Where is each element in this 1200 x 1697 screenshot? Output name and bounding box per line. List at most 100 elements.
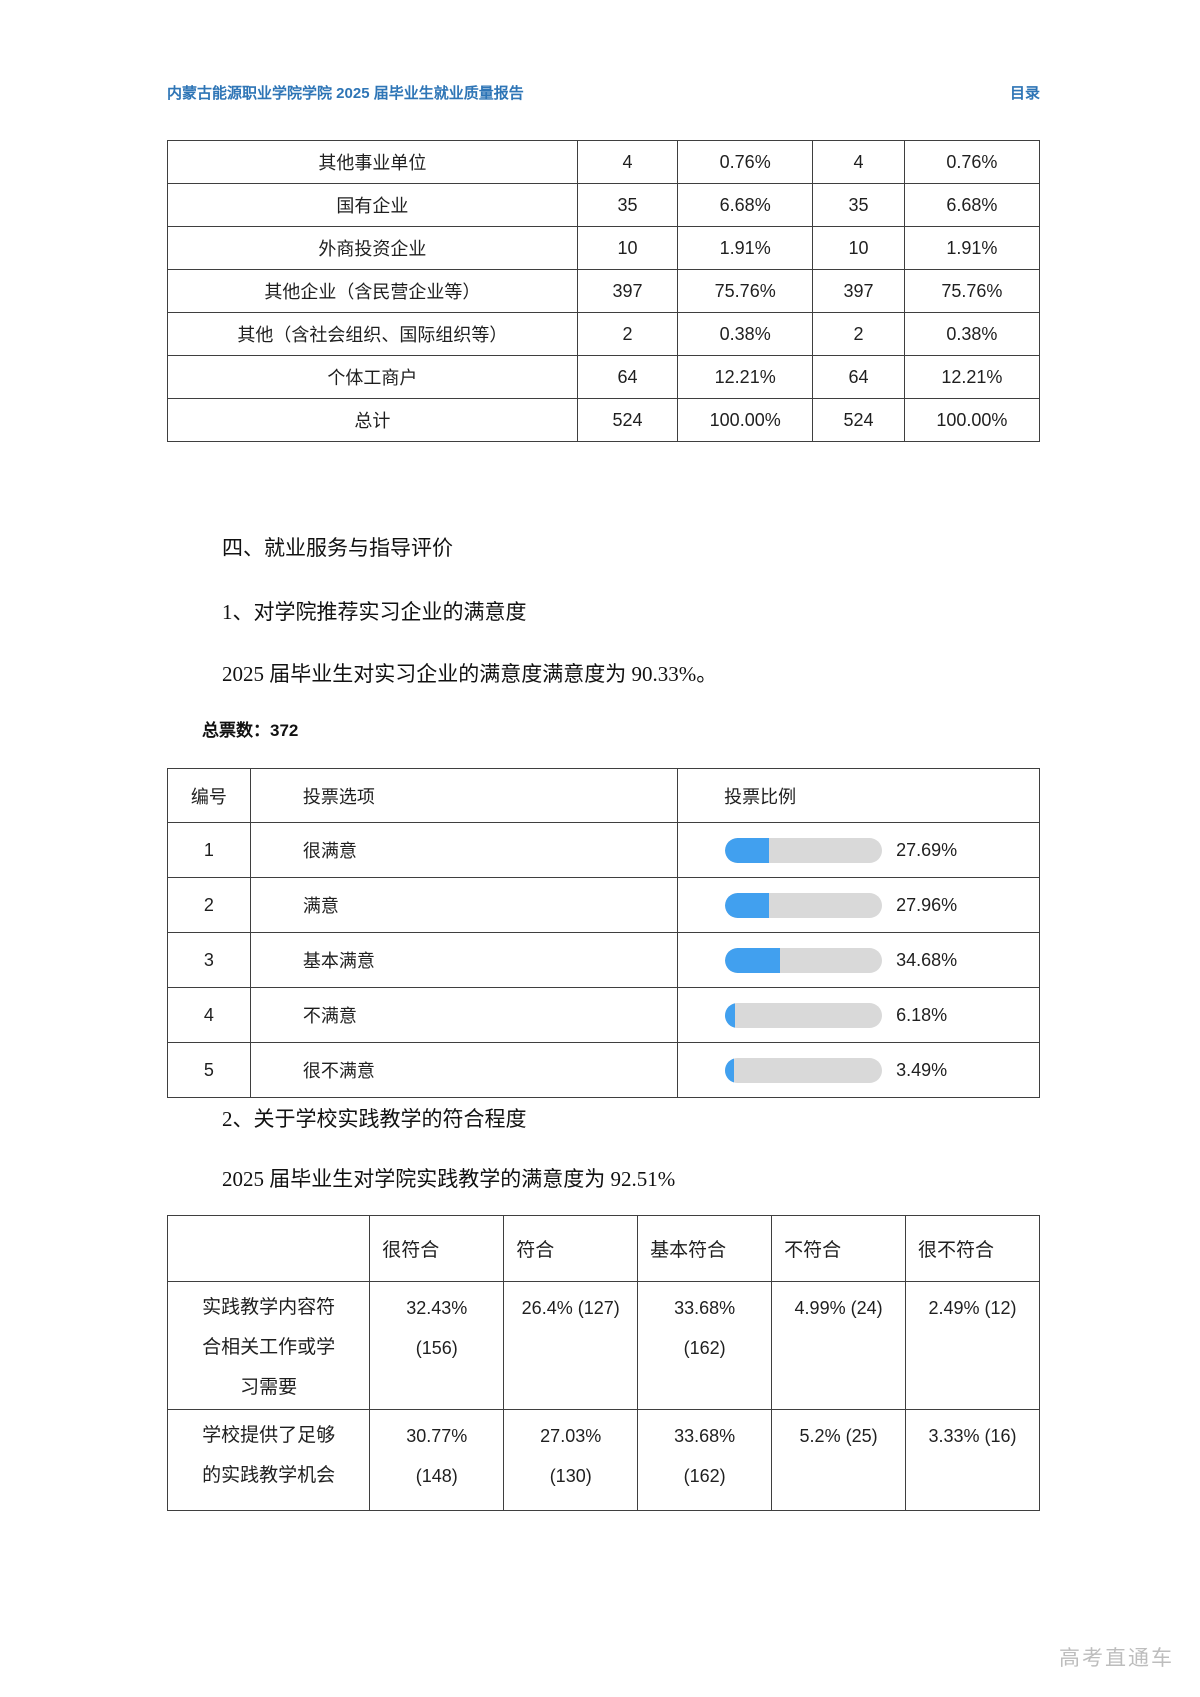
practice-cell: 33.68% (162)	[637, 1281, 773, 1410]
count-cell: 35	[576, 183, 679, 227]
cell-line: (156)	[415, 1338, 458, 1358]
cell-line: 33.68%	[674, 1426, 736, 1446]
col-header-empty	[166, 1215, 371, 1282]
subsection-2-heading: 2、关于学校实践教学的符合程度	[222, 1107, 527, 1131]
table-row: 其他（含社会组织、国际组织等） 2 0.38% 2 0.38%	[167, 312, 1041, 356]
percent-cell: 6.68%	[903, 183, 1041, 227]
cell-line: 4.99% (24)	[794, 1298, 883, 1318]
toc-link[interactable]: 目录	[1009, 85, 1040, 102]
count-cell: 4	[812, 140, 905, 184]
percent-cell: 0.76%	[903, 140, 1041, 184]
total-votes-label: 总票数：372	[202, 721, 299, 740]
cell-line: 33.68%	[674, 1298, 736, 1318]
progress-bar-track	[725, 947, 883, 973]
percent-cell: 6.68%	[677, 183, 814, 227]
col-header: 基本符合	[637, 1215, 773, 1282]
table-row-total: 总计 524 100.00% 524 100.00%	[167, 398, 1041, 442]
practice-cell: 2.49% (12)	[905, 1281, 1040, 1410]
count-cell: 2	[812, 312, 905, 356]
label-line: 实践教学内容符	[202, 1297, 336, 1318]
practice-cell: 3.33% (16)	[905, 1409, 1040, 1511]
progress-bar-fill	[725, 892, 769, 918]
cell-line: 3.33% (16)	[928, 1426, 1017, 1446]
percent-cell: 1.91%	[677, 226, 814, 270]
cell-line: 27.03%	[540, 1426, 602, 1446]
vote-percentage: 34.68%	[896, 949, 958, 970]
vote-row: 3 基本满意 34.68%	[167, 932, 1040, 988]
vote-percentage: 27.96%	[896, 894, 958, 915]
count-cell: 397	[812, 269, 905, 313]
cell-line: (162)	[683, 1338, 726, 1358]
label-line: 习需要	[240, 1377, 298, 1398]
row-label: 其他事业单位	[167, 140, 578, 184]
table-row: 其他事业单位 4 0.76% 4 0.76%	[167, 140, 1041, 184]
table-row: 外商投资企业 10 1.91% 10 1.91%	[167, 226, 1041, 270]
practice-header-row: 很符合 符合 基本符合 不符合 很不符合	[166, 1215, 1040, 1282]
row-label: 外商投资企业	[167, 226, 578, 270]
percent-cell: 0.76%	[677, 140, 814, 184]
vote-ratio-cell: 34.68%	[679, 947, 1038, 973]
percent-cell: 12.21%	[903, 355, 1041, 399]
vote-number: 5	[167, 1042, 251, 1098]
employer-table-wrap: 其他事业单位 4 0.76% 4 0.76% 国有企业 35 6.68% 35 …	[167, 140, 1041, 442]
vote-ratio-cell: 3.49%	[679, 1057, 1038, 1083]
count-cell: 524	[812, 398, 905, 442]
practice-table-wrap: 很符合 符合 基本符合 不符合 很不符合 实践教学内容符 合相关工作或学 习需要…	[166, 1215, 1040, 1511]
progress-bar-track	[725, 892, 883, 918]
practice-cell: 33.68% (162)	[637, 1409, 773, 1511]
percent-cell: 100.00%	[903, 398, 1041, 442]
cell-line: (130)	[549, 1466, 592, 1486]
practice-row-label: 学校提供了足够 的实践教学机会	[166, 1409, 371, 1511]
progress-bar-fill	[725, 947, 780, 973]
vote-option: 不满意	[249, 987, 679, 1043]
vote-row: 5 很不满意 3.49%	[167, 1042, 1040, 1098]
percent-cell: 12.21%	[677, 355, 814, 399]
report-title: 内蒙古能源职业学院学院 2025 届毕业生就业质量报告	[167, 85, 524, 102]
col-header: 符合	[503, 1215, 639, 1282]
row-label: 个体工商户	[167, 355, 578, 399]
count-cell: 397	[576, 269, 679, 313]
col-header-num: 编号	[167, 768, 251, 823]
count-cell: 10	[576, 226, 679, 270]
progress-bar-track	[725, 837, 883, 863]
vote-percentage: 27.69%	[896, 839, 958, 860]
practice-table: 很符合 符合 基本符合 不符合 很不符合 实践教学内容符 合相关工作或学 习需要…	[166, 1215, 1040, 1511]
practice-cell: 4.99% (24)	[771, 1281, 907, 1410]
practice-row-label: 实践教学内容符 合相关工作或学 习需要	[166, 1281, 371, 1410]
progress-bar-track	[725, 1002, 883, 1028]
page-header: 内蒙古能源职业学院学院 2025 届毕业生就业质量报告 目录	[167, 82, 1040, 103]
practice-cell: 32.43% (156)	[369, 1281, 505, 1410]
practice-paragraph: 2025 届毕业生对学院实践教学的满意度为 92.51%	[222, 1167, 676, 1191]
vote-option: 基本满意	[249, 932, 679, 988]
vote-option: 很不满意	[249, 1042, 679, 1098]
vote-row: 2 满意 27.96%	[167, 877, 1040, 933]
vote-percentage: 6.18%	[896, 1004, 948, 1025]
col-header-ratio: 投票比例	[677, 768, 1040, 823]
progress-bar-fill	[725, 1002, 735, 1028]
cell-line: (148)	[415, 1466, 458, 1486]
vote-row: 4 不满意 6.18%	[167, 987, 1040, 1043]
vote-number: 2	[167, 877, 251, 933]
vote-table: 编号 投票选项 投票比例 1 很满意 27.69% 2 满	[167, 768, 1040, 1098]
satisfaction-paragraph: 2025 届毕业生对实习企业的满意度满意度为 90.33%。	[222, 662, 718, 686]
label-line: 学校提供了足够	[202, 1425, 336, 1446]
table-row: 其他企业（含民营企业等） 397 75.76% 397 75.76%	[167, 269, 1041, 313]
cell-line: 26.4% (127)	[521, 1298, 620, 1318]
watermark-text: 高考直通车	[1059, 1647, 1174, 1670]
vote-number: 3	[167, 932, 251, 988]
employer-table: 其他事业单位 4 0.76% 4 0.76% 国有企业 35 6.68% 35 …	[167, 140, 1041, 442]
practice-cell: 5.2% (25)	[771, 1409, 907, 1511]
cell-line: (162)	[683, 1466, 726, 1486]
vote-number: 4	[167, 987, 251, 1043]
count-cell: 524	[576, 398, 679, 442]
count-cell: 64	[812, 355, 905, 399]
percent-cell: 75.76%	[677, 269, 814, 313]
table-row: 国有企业 35 6.68% 35 6.68%	[167, 183, 1041, 227]
cell-line: 5.2% (25)	[799, 1426, 878, 1446]
percent-cell: 100.00%	[677, 398, 814, 442]
vote-header-row: 编号 投票选项 投票比例	[167, 768, 1040, 823]
col-header: 很不符合	[905, 1215, 1040, 1282]
progress-bar-fill	[725, 1057, 735, 1083]
vote-row: 1 很满意 27.69%	[167, 822, 1040, 878]
